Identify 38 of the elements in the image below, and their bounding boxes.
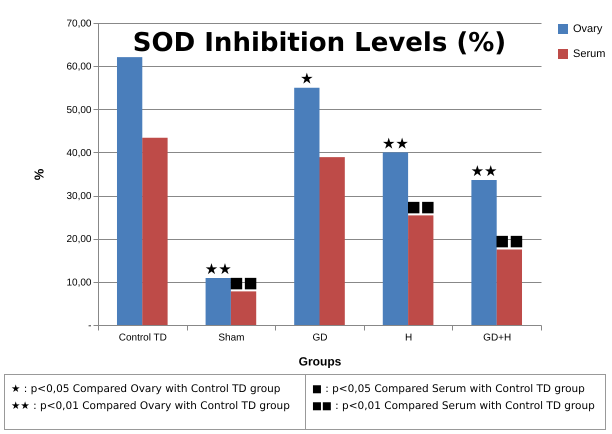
- legend-label: Ovary: [573, 23, 603, 35]
- annotation: ★★: [204, 260, 232, 278]
- x-tick-label: GD: [312, 332, 328, 344]
- annotation: ★★: [382, 134, 409, 152]
- bar: [294, 88, 320, 325]
- x-tick-label: Control TD: [118, 332, 167, 344]
- bar: [320, 157, 345, 325]
- y-tick-label: 30,00: [66, 191, 92, 202]
- text: ★ : p<0,05 Compared Ovary with Control TD group: [11, 382, 282, 397]
- y-tick-label: 40,00: [66, 148, 92, 159]
- y-tick-label: 50,00: [66, 104, 92, 116]
- bar: [206, 278, 231, 325]
- bar: [408, 215, 434, 325]
- y-tick-label: -: [88, 320, 92, 332]
- text: ■■ : p<0,01 Compared Serum with Control TD group: [312, 399, 596, 414]
- y-tick-label: 20,00: [66, 234, 92, 246]
- text: ■ : p<0,05 Compared Serum with Control TD group: [312, 382, 586, 397]
- y-axis-title: %: [31, 168, 46, 180]
- x-tick-label: H: [404, 332, 412, 344]
- annotation: ★: [300, 70, 314, 88]
- x-tick-label: Sham: [218, 332, 244, 344]
- y-tick-label: 10,00: [66, 277, 92, 288]
- bar: [496, 250, 522, 325]
- bar: [230, 291, 256, 325]
- y-tick-label: 60,00: [66, 62, 92, 73]
- y-tick-label: 70,00: [66, 18, 92, 30]
- annotation: ■■: [406, 197, 435, 216]
- annotation: ■■: [495, 232, 524, 250]
- bar: [382, 152, 408, 325]
- x-tick-label: GD+H: [483, 332, 512, 344]
- bar: [471, 180, 497, 325]
- text: ★★ : p<0,01 Compared Ovary with Control TD group: [11, 399, 291, 414]
- legend-label: Serum: [573, 48, 606, 60]
- bar: [116, 57, 142, 325]
- chart-title: SOD Inhibition Levels (%): [132, 28, 506, 58]
- annotation: ★★: [470, 162, 498, 180]
- bar: [142, 138, 168, 325]
- x-axis-title: Groups: [298, 354, 342, 368]
